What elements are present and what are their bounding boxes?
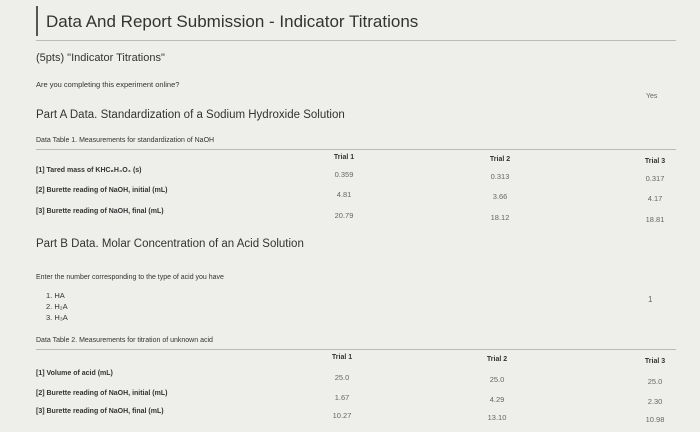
option: 1. HA	[46, 291, 65, 300]
row-label: [3] Burette reading of NaOH, final (mL)	[36, 408, 164, 415]
cell-value[interactable]: 0.317	[645, 174, 665, 183]
column-header: Trial 1	[333, 154, 355, 161]
row-label: [1] Volume of acid (mL)	[36, 370, 113, 377]
row-label: [1] Tared mass of KHC₈H₄O₄ (s)	[36, 167, 142, 174]
answer-value[interactable]: 1	[648, 295, 653, 304]
column-header: Trial 3	[644, 158, 666, 165]
column-header: Trial 1	[331, 354, 353, 361]
section-title: Part B Data. Molar Concentration of an A…	[36, 238, 304, 250]
cell-value[interactable]: 1.67	[334, 393, 350, 402]
row-label: [2] Burette reading of NaOH, initial (mL…	[36, 390, 168, 397]
cell-value[interactable]: 2.30	[647, 397, 663, 406]
cell-value[interactable]: 10.27	[332, 411, 352, 420]
answer-value[interactable]: Yes	[646, 93, 658, 100]
divider	[36, 149, 676, 150]
cell-value[interactable]: 25.0	[647, 377, 663, 386]
prompt: Enter the number corresponding to the ty…	[36, 274, 224, 281]
cell-value[interactable]: 18.12	[490, 213, 510, 222]
column-header: Trial 2	[489, 156, 511, 163]
cell-value[interactable]: 25.0	[489, 375, 505, 384]
cell-value[interactable]: 4.17	[647, 194, 663, 203]
cell-value[interactable]: 10.98	[645, 415, 665, 424]
cell-value[interactable]: 0.359	[334, 170, 354, 179]
option: 3. H₃A	[46, 313, 68, 322]
row-label: [2] Burette reading of NaOH, initial (mL…	[36, 187, 168, 194]
cell-value[interactable]: 4.29	[489, 395, 505, 404]
divider	[36, 349, 676, 350]
cell-value[interactable]: 18.81	[645, 215, 665, 224]
question-prompt: Are you completing this experiment onlin…	[36, 80, 180, 89]
page-title: Data And Report Submission - Indicator T…	[46, 12, 419, 31]
title-bar	[36, 6, 38, 36]
column-header: Trial 3	[644, 358, 666, 365]
section-title: Part A Data. Standardization of a Sodium…	[36, 109, 345, 121]
cell-value[interactable]: 25.0	[334, 373, 350, 382]
table-caption: Data Table 1. Measurements for standardi…	[36, 137, 215, 144]
option: 2. H₂A	[46, 302, 68, 311]
column-header: Trial 2	[486, 356, 508, 363]
table-caption: Data Table 2. Measurements for titration…	[36, 337, 213, 344]
cell-value[interactable]: 3.66	[492, 192, 508, 201]
cell-value[interactable]: 0.313	[490, 172, 510, 181]
question-points: (5pts) "Indicator Titrations"	[36, 52, 165, 64]
row-label: [3] Burette reading of NaOH, final (mL)	[36, 208, 164, 215]
cell-value[interactable]: 13.10	[487, 413, 507, 422]
divider	[36, 40, 676, 41]
cell-value[interactable]: 4.81	[336, 190, 352, 199]
cell-value[interactable]: 20.79	[334, 211, 354, 220]
